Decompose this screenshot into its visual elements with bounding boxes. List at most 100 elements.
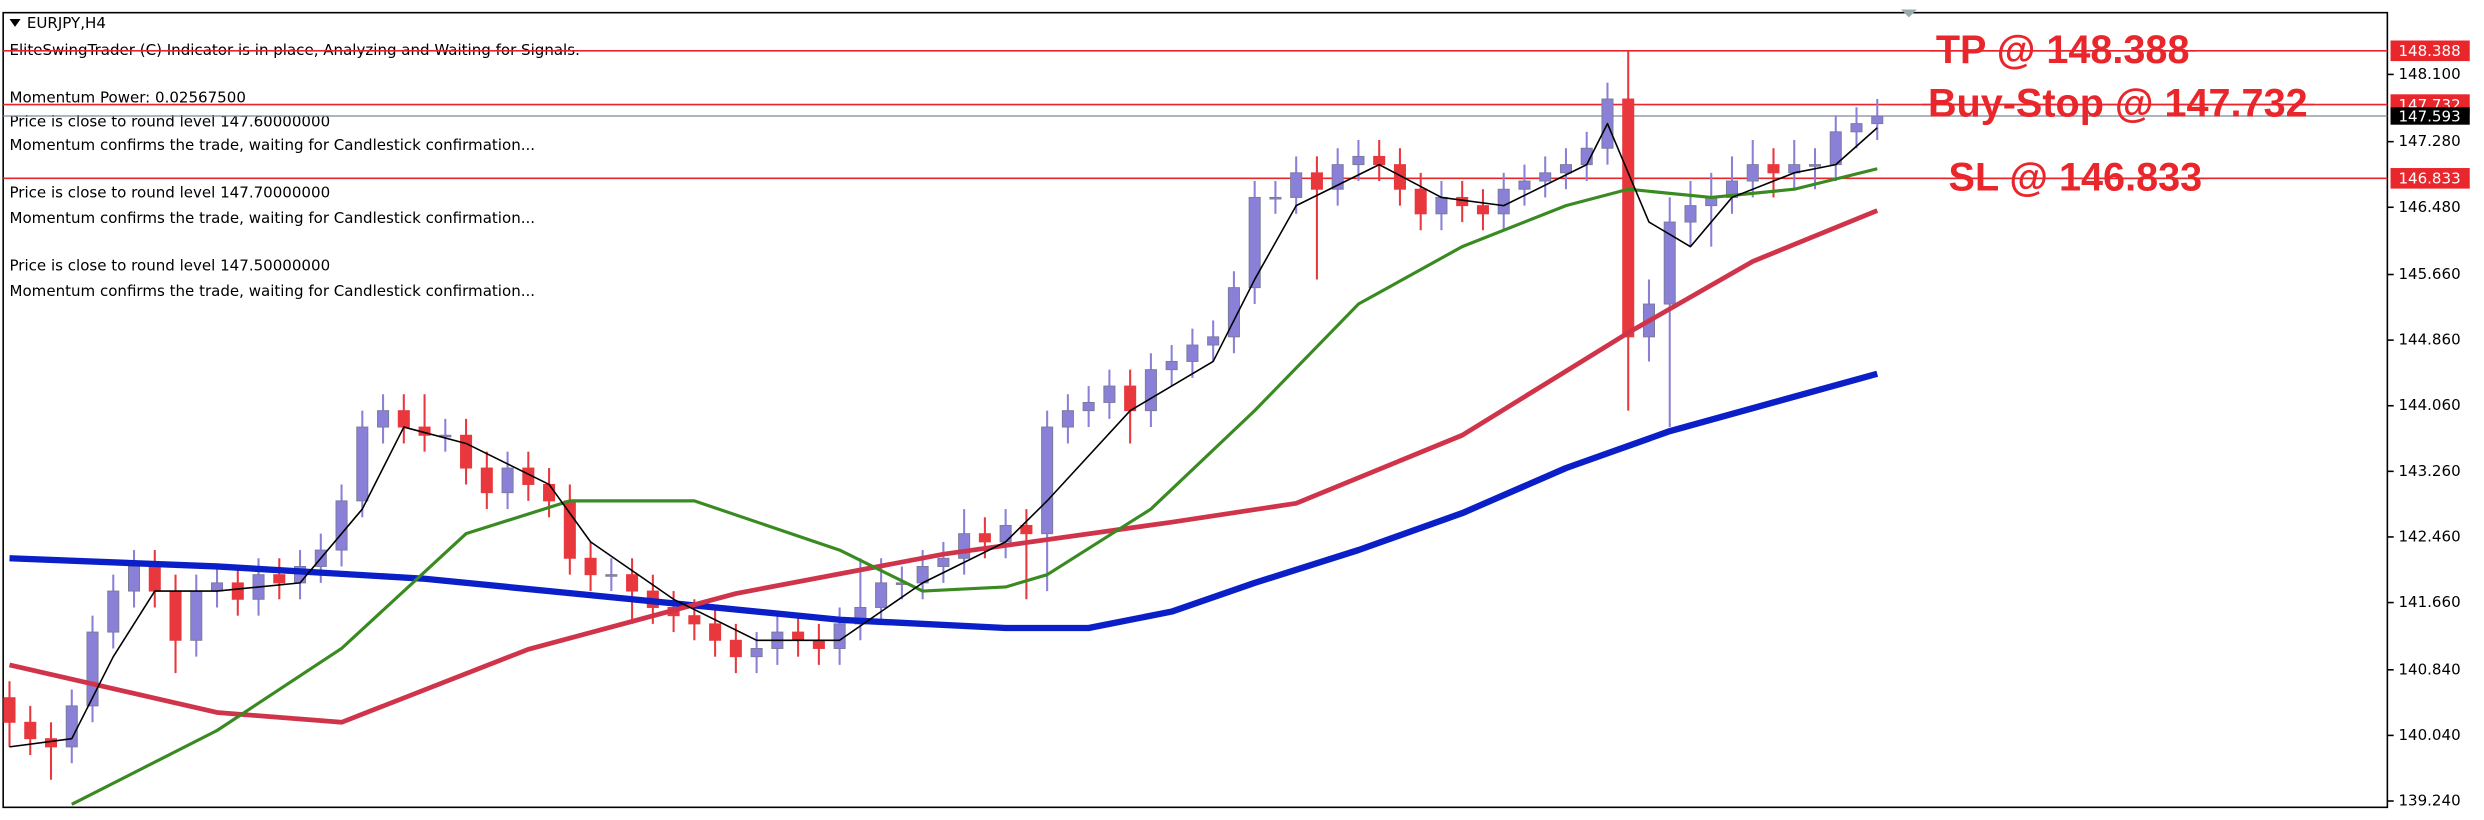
- y-tick-label: 144.060: [2398, 396, 2460, 414]
- collapse-arrow[interactable]: [9, 18, 21, 27]
- candle-body: [480, 467, 493, 494]
- candle-body: [107, 590, 120, 633]
- candle-body: [1124, 385, 1137, 412]
- info-line: Momentum Power: 0.02567500: [10, 89, 246, 107]
- candle-body: [1850, 123, 1863, 133]
- price-tag: [2390, 40, 2470, 62]
- moving-average: [9, 370, 1879, 632]
- candle-body: [1746, 164, 1759, 182]
- candle-body: [1165, 360, 1178, 371]
- info-line: Price is close to round level 147.500000…: [10, 256, 331, 274]
- candle-body: [1290, 172, 1303, 198]
- candle-body: [1061, 410, 1074, 428]
- y-tick-label: 143.260: [2398, 462, 2460, 480]
- y-tick-label: 142.460: [2398, 527, 2460, 545]
- candle-body: [1622, 98, 1635, 338]
- candle-body: [1103, 385, 1116, 403]
- candle-body: [584, 557, 597, 576]
- candle-body: [231, 582, 244, 600]
- candle-body: [1829, 131, 1842, 166]
- candle-body: [1456, 196, 1469, 207]
- candle-body: [1207, 336, 1220, 346]
- candle-body: [24, 721, 37, 740]
- candle-body: [1435, 196, 1448, 215]
- candle-body: [563, 500, 576, 559]
- candle-body: [1767, 164, 1780, 174]
- y-tick-label: 140.840: [2398, 660, 2460, 678]
- level-label: TP @ 148.388: [1936, 28, 2190, 72]
- candle-body: [1269, 196, 1282, 200]
- y-tick-label: 146.480: [2398, 198, 2460, 216]
- candle-body: [1352, 155, 1365, 166]
- candle-body: [1227, 287, 1240, 338]
- price-tag-label: 147.593: [2398, 107, 2460, 125]
- candle-body: [397, 410, 410, 428]
- candle-body: [377, 410, 390, 428]
- candle-body: [1331, 164, 1344, 190]
- candle-body: [1684, 205, 1697, 223]
- candle-body: [792, 631, 805, 641]
- candle-body: [1041, 426, 1054, 535]
- y-tick-label: 144.860: [2398, 331, 2460, 349]
- candle-body: [128, 565, 141, 592]
- candle-body: [356, 426, 369, 502]
- candle-body: [169, 590, 182, 641]
- level-label: Buy-Stop @ 147.732: [1928, 82, 2308, 126]
- candle-body: [1020, 524, 1033, 535]
- candle-body: [1559, 164, 1572, 174]
- info-line: Price is close to round level 147.700000…: [10, 184, 331, 202]
- candle-body: [1248, 196, 1261, 289]
- candle-body: [1663, 221, 1676, 305]
- candle-body: [626, 574, 639, 592]
- candle-body: [605, 574, 618, 577]
- shift-marker: [1901, 9, 1917, 18]
- price-tag: [2390, 168, 2470, 189]
- y-tick-label: 141.660: [2398, 593, 2460, 611]
- candle-body: [1414, 188, 1427, 215]
- candle-body: [460, 434, 473, 469]
- candle-body: [1871, 115, 1884, 125]
- y-tick-label: 147.280: [2398, 132, 2460, 150]
- candle-body: [1476, 205, 1489, 215]
- candle-body: [1518, 180, 1531, 190]
- moving-average: [71, 167, 1878, 806]
- candle-body: [190, 590, 203, 641]
- candle-body: [875, 582, 888, 608]
- candle-body: [729, 639, 742, 658]
- candle-body: [1539, 172, 1552, 182]
- candle-body: [709, 623, 722, 641]
- candle-body: [1186, 344, 1199, 362]
- candle-body: [1497, 188, 1510, 215]
- candle-body: [750, 648, 763, 658]
- plot-frame: [2, 11, 2389, 809]
- candle-body: [3, 697, 16, 723]
- info-line: Price is close to round level 147.600000…: [10, 112, 331, 130]
- info-line: Momentum confirms the trade, waiting for…: [10, 209, 536, 227]
- moving-average: [9, 122, 1878, 748]
- candle-body: [148, 565, 161, 592]
- candle-body: [833, 623, 846, 649]
- candle-body: [1082, 401, 1095, 412]
- candle-body: [937, 557, 950, 567]
- candle-body: [65, 705, 78, 748]
- candle-body: [211, 582, 224, 592]
- candle-body: [44, 738, 58, 748]
- y-tick-label: 145.660: [2398, 265, 2460, 283]
- candle-body: [978, 533, 991, 543]
- candle-body: [86, 631, 99, 707]
- candle-body: [1310, 172, 1323, 190]
- y-tick-label: 140.040: [2398, 726, 2460, 744]
- level-label: SL @ 146.833: [1949, 155, 2203, 199]
- candle-body: [812, 639, 825, 649]
- chart-title: EURJPY,H4: [27, 14, 106, 32]
- y-tick-label: 148.100: [2398, 65, 2460, 83]
- candle-body: [1373, 155, 1386, 166]
- candle-body: [1808, 164, 1822, 167]
- y-tick-label: 139.240: [2398, 792, 2460, 810]
- candle-body: [688, 615, 701, 625]
- price-tag-label: 148.388: [2398, 42, 2460, 60]
- candle-body: [335, 500, 348, 551]
- info-line: Momentum confirms the trade, waiting for…: [10, 282, 536, 300]
- price-tag-label: 146.833: [2398, 170, 2460, 188]
